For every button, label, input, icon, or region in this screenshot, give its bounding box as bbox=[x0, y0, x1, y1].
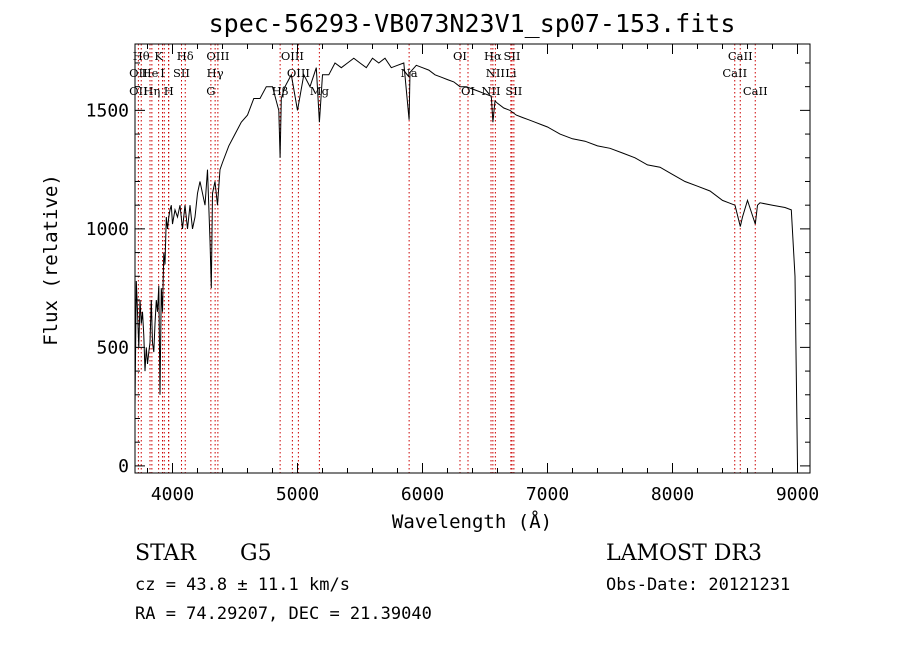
line-labels: HθOIIOIIHeHηKIHHδSIIGHγOIIIHβOIIIOIIIMgN… bbox=[129, 49, 768, 98]
y-tick-label: 1500 bbox=[86, 100, 129, 121]
spectral-line-label: H bbox=[164, 84, 174, 98]
spectral-line-label: OI bbox=[453, 49, 467, 63]
plot-frame bbox=[134, 43, 811, 474]
spectral-line-label: K bbox=[154, 49, 163, 63]
spectral-subclass: G5 bbox=[240, 541, 272, 566]
spectral-line-label: Na bbox=[401, 66, 418, 80]
spectral-line-label: Hδ bbox=[177, 49, 194, 63]
chart-title: spec-56293-VB073N23V1_sp07-153.fits bbox=[209, 9, 736, 38]
x-tick-label: 5000 bbox=[276, 484, 319, 505]
y-axis-ticks: 0 500 1000 1500 bbox=[86, 62, 810, 477]
x-tick-label: 8000 bbox=[651, 484, 694, 505]
spectral-line-label: OI bbox=[461, 84, 475, 98]
x-tick-label: 4000 bbox=[151, 484, 194, 505]
x-axis-ticks: 4000 5000 6000 7000 8000 9000 bbox=[147, 44, 819, 505]
spectral-line-label: He bbox=[142, 66, 159, 80]
x-axis-label: Wavelength (Å) bbox=[392, 510, 552, 533]
spectral-line-label: NII bbox=[486, 66, 505, 80]
spectral-line-label: CaII bbox=[743, 84, 768, 98]
spectral-line-label: Hη bbox=[143, 84, 160, 98]
spectral-line-label: OII bbox=[129, 66, 148, 80]
spectral-line-label: Mg bbox=[310, 84, 330, 98]
x-tick-label: 7000 bbox=[526, 484, 569, 505]
spectral-line-label: SII bbox=[173, 66, 190, 80]
spectral-line-label: SII bbox=[505, 84, 522, 98]
spectral-line-label: Li bbox=[505, 66, 517, 80]
y-axis-label: Flux (relative) bbox=[40, 174, 62, 346]
spectral-line-label: I bbox=[160, 66, 165, 80]
ra-dec: RA = 74.29207, DEC = 21.39040 bbox=[135, 604, 432, 624]
spectral-line-label: CaII bbox=[722, 66, 747, 80]
spectral-line-label: Hθ bbox=[133, 49, 150, 63]
redshift-cz: cz = 43.8 ± 11.1 km/s bbox=[135, 575, 350, 595]
x-tick-label: 6000 bbox=[401, 484, 444, 505]
spectral-line-label: Hα bbox=[484, 49, 502, 63]
spectral-line-label: SII bbox=[504, 49, 521, 63]
object-type: STAR bbox=[135, 541, 197, 566]
spectral-line-label: CaII bbox=[728, 49, 753, 63]
x-tick-label: 9000 bbox=[776, 484, 819, 505]
spectrum-series bbox=[134, 57, 798, 466]
observation-date: Obs-Date: 20121231 bbox=[606, 575, 790, 595]
spectral-line-label: OIII bbox=[287, 66, 310, 80]
spectral-line-label: OIII bbox=[206, 49, 229, 63]
survey-name: LAMOST DR3 bbox=[606, 541, 762, 566]
spectral-line-label: OIII bbox=[281, 49, 304, 63]
y-tick-label: 0 bbox=[118, 456, 129, 477]
spectral-line-label: OII bbox=[129, 84, 148, 98]
spectral-line-label: Hβ bbox=[272, 84, 289, 98]
spectral-line-label: Hγ bbox=[207, 66, 224, 80]
y-tick-label: 500 bbox=[96, 337, 129, 358]
spectral-line-label: G bbox=[206, 84, 215, 98]
line-markers bbox=[137, 44, 756, 473]
y-tick-label: 1000 bbox=[86, 219, 129, 240]
flux-series-line bbox=[134, 57, 798, 466]
